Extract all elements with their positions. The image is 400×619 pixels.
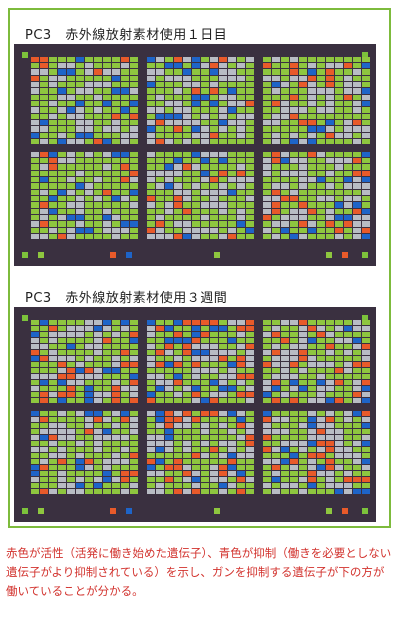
alignment-marker (22, 315, 28, 321)
alignment-marker (22, 508, 28, 514)
alignment-marker (22, 52, 28, 58)
control-spot (326, 252, 332, 258)
spot-grid (30, 319, 138, 404)
spot-grid (146, 319, 254, 404)
spot-grid (262, 56, 370, 145)
alignment-marker (22, 252, 28, 258)
control-spot (110, 252, 116, 258)
control-spot (110, 508, 116, 514)
control-spot (214, 508, 220, 514)
microarray-image-3weeks (14, 307, 376, 522)
control-spot (326, 508, 332, 514)
alignment-marker (362, 52, 368, 58)
spot-grid (146, 151, 254, 240)
spot-grid (30, 56, 138, 145)
alignment-marker (362, 315, 368, 321)
spot-grid (30, 151, 138, 240)
spot-grid (146, 410, 254, 495)
figure-caption: 赤色が活性（活発に働き始めた遺伝子）、青色が抑制（働きを必要としない遺伝子がより… (6, 546, 392, 598)
panel-title-day1: PC3 赤外線放射素材使用１日目 (25, 28, 228, 43)
alignment-marker (362, 252, 368, 258)
alignment-marker (362, 508, 368, 514)
spot-grid (30, 410, 138, 495)
control-spot (38, 252, 44, 258)
spot-grid (146, 56, 254, 145)
spot-grid (262, 151, 370, 240)
control-spot (126, 252, 132, 258)
microarray-image-day1 (14, 44, 376, 266)
panel-title-3weeks: PC3 赤外線放射素材使用３週間 (25, 291, 228, 306)
control-spot (214, 252, 220, 258)
control-spot (38, 508, 44, 514)
control-spot (126, 508, 132, 514)
spot-grid (262, 319, 370, 404)
control-spot (342, 508, 348, 514)
control-spot (342, 252, 348, 258)
spot-grid (262, 410, 370, 495)
